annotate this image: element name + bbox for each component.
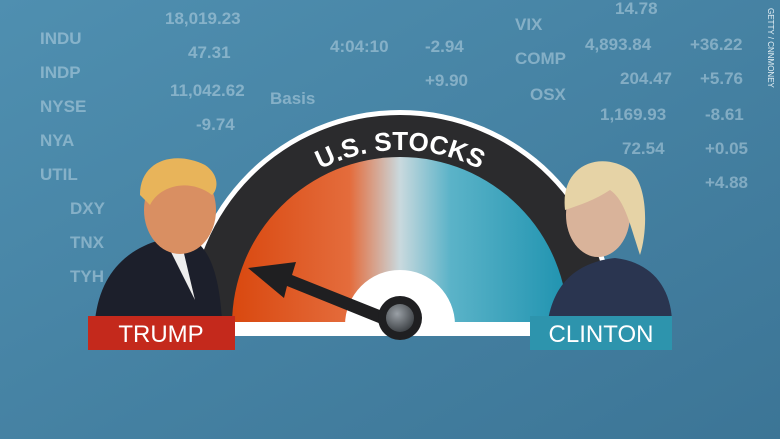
ticker-text: 4,893.84 <box>585 35 652 54</box>
ticker-text: TYH <box>70 267 104 286</box>
ticker-text: 4:04:10 <box>330 37 389 56</box>
ticker-text: 204.47 <box>620 69 672 88</box>
label-text: TRUMP <box>118 321 203 348</box>
ticker-text: +36.22 <box>690 35 742 54</box>
needle <box>248 262 400 330</box>
hub-cap <box>386 304 414 332</box>
label-box <box>530 316 672 350</box>
ticker-text: NYSE <box>40 97 86 116</box>
ticker-text: OSX <box>530 85 567 104</box>
left-portrait <box>95 158 222 320</box>
left-label: TRUMP <box>88 316 235 350</box>
ticker-text: -9.74 <box>196 115 235 134</box>
ticker-text: +9.90 <box>425 71 468 90</box>
label-text: CLINTON <box>549 321 654 348</box>
right-portrait <box>548 161 672 320</box>
label-box <box>88 316 235 350</box>
ticker-text: TNX <box>70 233 105 252</box>
ticker-text: +5.76 <box>700 69 743 88</box>
ticker-text: INDP <box>40 63 81 82</box>
ticker-text: COMP <box>515 49 566 68</box>
ticker-text: 47.31 <box>188 43 231 62</box>
ticker-board: INDU 18,019.23 INDP 47.31 NYSE 11,042.62… <box>40 0 748 286</box>
ticker-text: 72.54 <box>622 139 665 158</box>
ticker-text: VIX <box>515 15 543 34</box>
ticker-text: -2.94 <box>425 37 464 56</box>
ticker-text: Basis <box>270 89 315 108</box>
gauge-scale <box>232 157 568 325</box>
right-label: CLINTON <box>530 316 672 350</box>
ticker-text: 1,169.93 <box>600 105 666 124</box>
ticker-text: +4.88 <box>705 173 748 192</box>
ticker-text: -8.61 <box>705 105 744 124</box>
ticker-text: DXY <box>70 199 106 218</box>
credit: GETTY / CNNMONEY <box>766 8 775 89</box>
gauge: U.S. STOCKS <box>185 110 615 340</box>
ticker-text: INDU <box>40 29 82 48</box>
ticker-text: UTIL <box>40 165 78 184</box>
ticker-text: +0.05 <box>705 139 748 158</box>
ticker-text: 18,019.23 <box>165 9 241 28</box>
ticker-text: 11,042.62 <box>170 81 245 100</box>
ticker-text: NYA <box>40 131 74 150</box>
gauge-band <box>190 115 610 325</box>
ticker-text: 14.78 <box>615 0 658 18</box>
